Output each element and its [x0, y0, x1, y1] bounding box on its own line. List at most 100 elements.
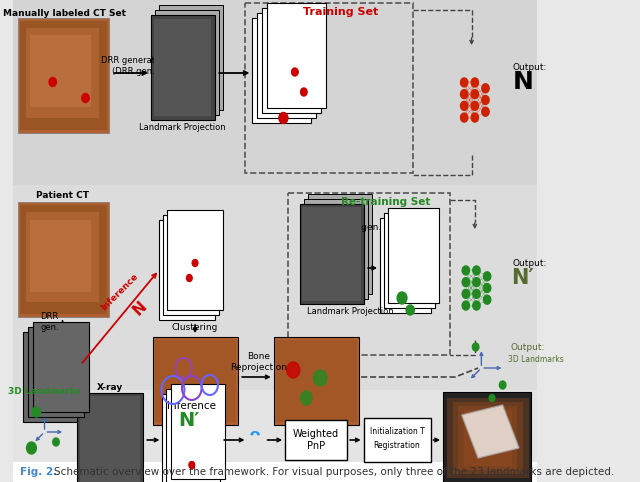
Circle shape [499, 381, 506, 389]
Text: Weighted
PnP: Weighted PnP [293, 429, 339, 451]
Circle shape [49, 78, 56, 86]
Bar [17, 18, 109, 133]
Text: DRR gen.: DRR gen. [339, 224, 381, 232]
Bar [13, 0, 537, 185]
Text: 3D Landmarks: 3D Landmarks [8, 388, 81, 397]
Circle shape [462, 301, 470, 310]
Bar [308, 194, 372, 294]
Circle shape [397, 292, 407, 304]
Text: Output:: Output: [511, 344, 545, 352]
Circle shape [461, 113, 468, 122]
Text: Initialization T: Initialization T [370, 428, 424, 437]
Circle shape [192, 259, 198, 267]
Text: DRR
gen.: DRR gen. [40, 312, 59, 332]
Bar [159, 5, 223, 110]
Circle shape [186, 275, 192, 281]
Text: Inference: Inference [167, 401, 216, 411]
Bar [80, 396, 140, 482]
Bar [166, 389, 220, 482]
Bar [23, 332, 79, 422]
Bar [267, 3, 326, 108]
Bar [245, 3, 413, 173]
Bar [447, 398, 529, 478]
Circle shape [489, 394, 495, 402]
Circle shape [473, 266, 480, 275]
Circle shape [461, 78, 468, 87]
Text: Output:: Output: [513, 259, 547, 268]
Text: Re-training Set: Re-training Set [341, 197, 430, 207]
Circle shape [32, 407, 40, 417]
Circle shape [483, 283, 491, 293]
Text: Clustering: Clustering [172, 323, 218, 333]
Bar [285, 420, 348, 460]
Bar [163, 394, 216, 482]
Text: N′: N′ [179, 411, 200, 429]
Text: X-ray: X-ray [97, 384, 123, 392]
Circle shape [473, 301, 480, 310]
Circle shape [82, 94, 89, 103]
Bar [458, 406, 517, 470]
Text: Inference: Inference [99, 272, 140, 312]
Text: Bone
Reprojection: Bone Reprojection [230, 352, 287, 372]
Bar [20, 21, 107, 130]
Text: ᵔ: ᵔ [249, 428, 261, 452]
Bar [304, 199, 367, 299]
Circle shape [471, 90, 479, 99]
Bar [159, 220, 214, 320]
Text: 3D Landmarks: 3D Landmarks [508, 356, 563, 364]
Bar [302, 207, 361, 301]
Circle shape [471, 78, 479, 87]
Text: Landmark Projection: Landmark Projection [307, 308, 394, 317]
Text: N′: N′ [511, 268, 534, 288]
Text: Manually labeled CT Set: Manually labeled CT Set [3, 10, 125, 18]
Bar [257, 13, 316, 118]
Bar [26, 28, 99, 118]
Circle shape [473, 278, 480, 287]
Bar [262, 8, 321, 113]
Circle shape [314, 370, 327, 386]
Bar [380, 218, 431, 313]
Bar [252, 18, 311, 123]
Bar [151, 15, 214, 120]
Circle shape [471, 113, 479, 122]
Text: Output:: Output: [513, 64, 547, 72]
Bar [33, 322, 89, 412]
Circle shape [462, 289, 470, 298]
Circle shape [461, 101, 468, 110]
Bar [155, 340, 236, 422]
Bar [13, 390, 537, 465]
Bar [300, 204, 364, 304]
Bar [364, 418, 431, 462]
Circle shape [483, 272, 491, 281]
Circle shape [462, 266, 470, 275]
Circle shape [279, 112, 288, 123]
Bar [167, 210, 223, 310]
Circle shape [462, 278, 470, 287]
Text: Schematic overview over the framework. For visual purposes, only three of the 23: Schematic overview over the framework. F… [54, 467, 614, 477]
Text: DRR generation
(DRR gen.): DRR generation (DRR gen.) [101, 56, 168, 76]
Bar [388, 208, 439, 303]
Bar [26, 212, 99, 302]
Circle shape [472, 343, 479, 351]
Bar [170, 384, 225, 479]
Bar [13, 462, 537, 482]
Circle shape [483, 295, 491, 304]
Circle shape [287, 362, 300, 378]
Circle shape [471, 101, 479, 110]
Bar [384, 213, 435, 308]
Circle shape [189, 461, 195, 469]
Circle shape [52, 438, 60, 446]
Text: Patient CT: Patient CT [36, 191, 89, 201]
Circle shape [301, 391, 312, 405]
Bar [288, 193, 451, 355]
Polygon shape [461, 405, 519, 458]
Text: N: N [131, 298, 150, 318]
Bar [464, 410, 511, 466]
Bar [17, 202, 109, 317]
Bar [30, 220, 91, 292]
Bar [28, 327, 84, 417]
Bar [443, 392, 531, 482]
Circle shape [26, 442, 36, 454]
Circle shape [301, 88, 307, 96]
Text: Training Set: Training Set [303, 7, 378, 17]
